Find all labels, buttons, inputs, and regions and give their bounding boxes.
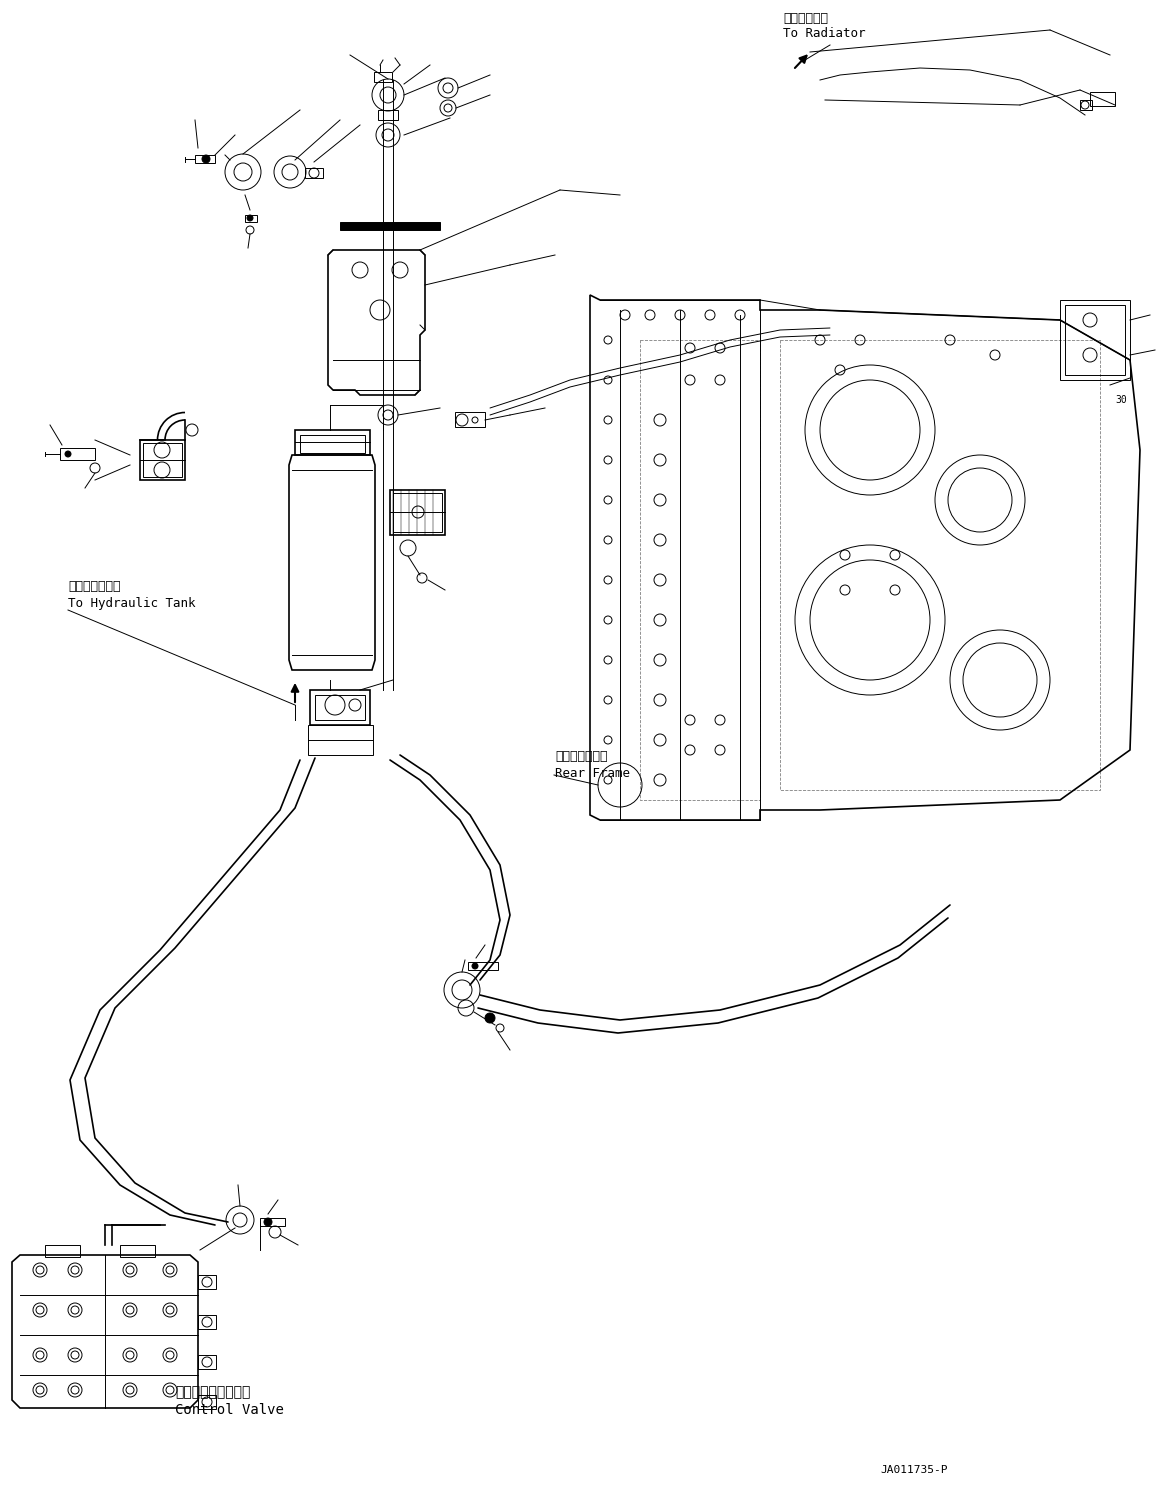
Bar (1090, 92, 1115, 106)
Text: JA011735-P: JA011735-P (880, 1466, 948, 1475)
Circle shape (202, 155, 211, 163)
Text: To Hydraulic Tank: To Hydraulic Tank (67, 596, 195, 610)
Bar (300, 435, 365, 453)
Bar (120, 1245, 155, 1257)
Circle shape (472, 963, 478, 969)
Bar (1065, 306, 1125, 376)
Bar (378, 110, 398, 119)
Bar (1059, 300, 1130, 380)
Text: Control Valve: Control Valve (174, 1403, 284, 1416)
Text: コントロールバルブ: コントロールバルブ (174, 1385, 250, 1399)
Text: 30: 30 (1115, 395, 1127, 406)
Bar (311, 690, 370, 725)
Bar (198, 1355, 216, 1369)
Bar (374, 72, 392, 82)
Bar (308, 725, 373, 754)
Bar (1080, 100, 1092, 110)
Circle shape (264, 1218, 272, 1226)
Text: Rear Frame: Rear Frame (555, 766, 630, 780)
Bar (195, 155, 215, 163)
Bar (198, 1275, 216, 1290)
Bar (45, 1245, 80, 1257)
Bar (143, 443, 181, 477)
Bar (315, 695, 365, 720)
Text: ラジエータへ: ラジエータへ (783, 12, 828, 25)
Text: リヤーフレーム: リヤーフレーム (555, 750, 607, 763)
Bar (455, 412, 485, 426)
Bar (60, 447, 95, 461)
Bar (295, 429, 370, 455)
Bar (261, 1218, 285, 1226)
Bar (245, 215, 257, 222)
Bar (198, 1396, 216, 1409)
Circle shape (65, 450, 71, 458)
Bar (305, 168, 323, 177)
Text: 作動油タンクへ: 作動油タンクへ (67, 580, 121, 593)
Bar (390, 491, 445, 535)
Circle shape (485, 1012, 495, 1023)
Bar (468, 962, 498, 971)
Bar (140, 440, 185, 480)
Bar (198, 1315, 216, 1328)
Bar (393, 494, 442, 532)
Circle shape (247, 215, 254, 221)
Text: To Radiator: To Radiator (783, 27, 865, 40)
Bar (340, 222, 440, 230)
